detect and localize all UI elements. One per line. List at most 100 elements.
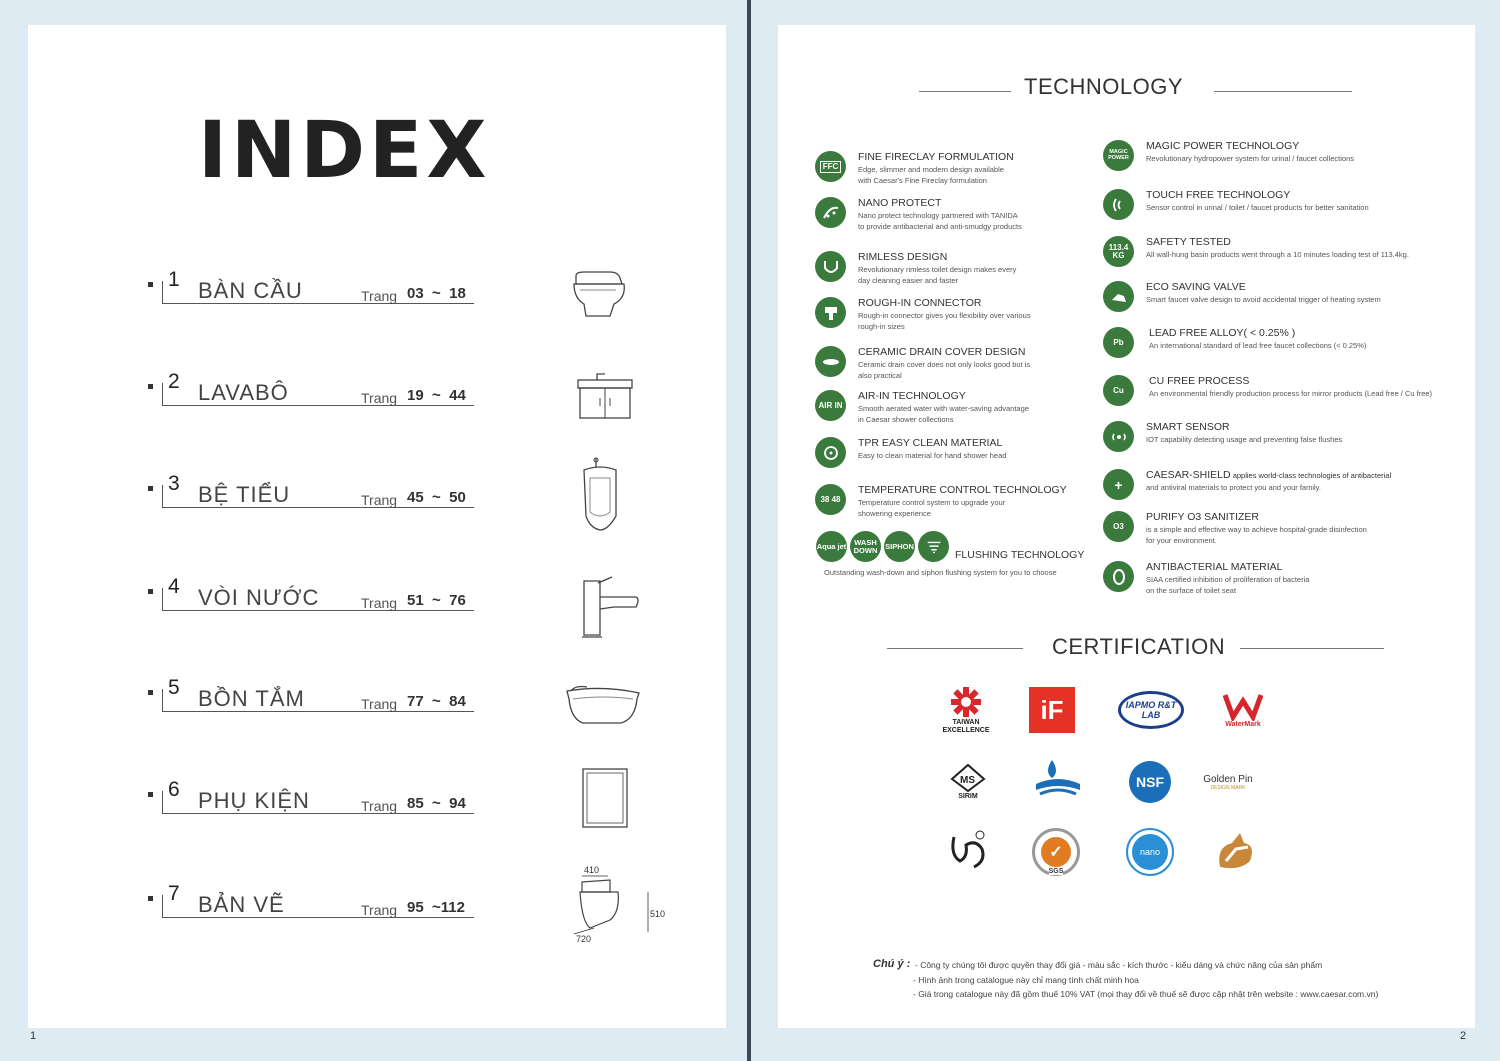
nano-protect-icon	[815, 197, 846, 228]
entry-page-range: 85 ~ 94	[407, 795, 466, 812]
thermostat-icon: 38 48	[815, 484, 846, 515]
o3-icon: O3	[1103, 511, 1134, 542]
sirim-logo: MS SIRIM	[938, 752, 998, 812]
watermark-logo: WaterMark	[1213, 680, 1273, 740]
toilet-drawing-icon: 410 510 720	[573, 865, 665, 944]
index-entry-1[interactable]: 1 BÀN CẦU Trang 03 ~ 18	[148, 268, 478, 318]
entry-number: 4	[168, 575, 180, 598]
entry-page-range: 77 ~ 84	[407, 693, 466, 710]
entry-underline	[162, 610, 474, 611]
index-entry-3[interactable]: 3 BỆ TIỂU Trang 45 ~ 50	[148, 472, 478, 522]
entry-label: BỒN TẮM	[198, 686, 305, 711]
faucet-icon	[582, 576, 639, 638]
entry-trang: Trang	[361, 902, 398, 918]
mirror-icon	[582, 768, 628, 828]
note-line-1: - Công ty chúng tôi được quyền thay đổi …	[915, 960, 1323, 970]
dim-height: 510	[650, 909, 665, 919]
dim-depth: 720	[576, 934, 591, 944]
weight-113kg-icon: 113.4 KG	[1103, 236, 1134, 267]
note-label: Chú ý :	[873, 958, 911, 970]
iapmo-logo: IAPMO R&T LAB	[1116, 680, 1186, 740]
magic-power-icon: MAGIC POWER	[1103, 140, 1134, 171]
entry-page-range: 45 ~ 50	[407, 489, 466, 506]
svg-text:MS: MS	[960, 775, 975, 786]
entry-label: BẢN VẼ	[198, 892, 285, 917]
entry-number: 6	[168, 778, 180, 801]
entry-trang: Trang	[361, 390, 398, 406]
entry-label: LAVABÔ	[198, 380, 289, 405]
bullet	[148, 282, 153, 287]
rimless-icon	[815, 251, 846, 282]
sgs-logo: ✓ SGS	[1026, 822, 1086, 882]
toilet-seat-icon	[1103, 561, 1134, 592]
technology-title: TECHNOLOGY	[1024, 74, 1184, 99]
index-entry-2[interactable]: 2 LAVABÔ Trang 19 ~ 44	[148, 370, 478, 420]
entry-trang: Trang	[361, 798, 398, 814]
index-entry-6[interactable]: 6 PHỤ KIỆN Trang 85 ~ 94	[148, 778, 478, 828]
shield-icon: +	[1103, 469, 1134, 500]
nano-mark-logo: nano	[1120, 822, 1180, 882]
entry-number: 2	[168, 370, 180, 393]
note-line-2: - Hình ảnh trong catalogue này chỉ mang …	[913, 975, 1139, 985]
entry-underline	[162, 813, 474, 814]
vanity-basin-icon	[577, 373, 633, 419]
eco-valve-icon	[1103, 281, 1134, 312]
entry-trang: Trang	[361, 595, 398, 611]
green-mark-logo	[1205, 822, 1265, 882]
certification-title: CERTIFICATION	[1052, 634, 1226, 659]
spread-spine	[747, 0, 751, 1061]
entry-underline	[162, 917, 474, 918]
entry-underline	[162, 303, 474, 304]
entry-trang: Trang	[361, 696, 398, 712]
taiwan-excellence-logo: TAIWAN EXCELLENCE	[936, 680, 996, 740]
flushing-desc: Outstanding wash-down and siphon flushin…	[824, 568, 1057, 577]
entry-number: 7	[168, 882, 180, 905]
entry-page-range: 19 ~ 44	[407, 387, 466, 404]
entry-number: 1	[168, 268, 180, 291]
drain-cover-icon	[815, 346, 846, 377]
entry-underline	[162, 711, 474, 712]
air-in-icon: AIR IN	[815, 390, 846, 421]
entry-trang: Trang	[361, 492, 398, 508]
siphon-icon: SIPHON	[884, 531, 915, 562]
flushing-title: FLUSHING TECHNOLOGY	[955, 549, 1085, 561]
smart-sensor-icon	[1103, 421, 1134, 452]
entry-page-range: 51 ~ 76	[407, 592, 466, 609]
entry-number: 3	[168, 472, 180, 495]
index-entry-7[interactable]: 7 BẢN VẼ Trang 95 ~112	[148, 882, 478, 932]
entry-label: VÒI NƯỚC	[198, 585, 320, 610]
entry-underline	[162, 507, 474, 508]
touch-free-icon	[1103, 189, 1134, 220]
rough-in-connector-icon	[815, 297, 846, 328]
entry-trang: Trang	[361, 288, 398, 304]
urinal-icon	[583, 457, 617, 531]
vortex-icon	[918, 531, 949, 562]
shower-head-icon	[815, 437, 846, 468]
aqua-jet-icon: Aqua jet	[816, 531, 847, 562]
entry-underline	[162, 405, 474, 406]
cu-free-icon: Cu	[1103, 375, 1134, 406]
entry-label: BỆ TIỂU	[198, 482, 291, 507]
index-page	[28, 25, 726, 1028]
water-saving-logo	[1028, 750, 1088, 810]
bathtub-icon	[566, 685, 640, 724]
cns-logo	[938, 822, 998, 882]
dim-width: 410	[584, 865, 599, 875]
entry-number: 5	[168, 676, 180, 699]
entry-page-range: 03 ~ 18	[407, 285, 466, 302]
index-entry-5[interactable]: 5 BỒN TẮM Trang 77 ~ 84	[148, 676, 478, 726]
lead-free-icon: Pb	[1103, 327, 1134, 358]
page-number-right: 2	[1460, 1030, 1467, 1042]
if-design-logo: iF	[1022, 680, 1082, 740]
note-line-3: - Giá trong catalogue này đã gồm thuế 10…	[913, 989, 1379, 999]
entry-label: BÀN CẦU	[198, 278, 303, 303]
page-number-left: 1	[30, 1030, 37, 1042]
index-title: INDEX	[198, 106, 491, 196]
entry-label: PHỤ KIỆN	[198, 788, 310, 813]
entry-page-range: 95 ~112	[407, 899, 465, 916]
index-entry-4[interactable]: 4 VÒI NƯỚC Trang 51 ~ 76	[148, 575, 478, 625]
wash-down-icon: WASH DOWN	[850, 531, 881, 562]
ffc-icon: FFC	[815, 151, 846, 182]
nsf-logo: NSF	[1120, 752, 1180, 812]
golden-pin-logo: Golden Pin DESIGN MARK	[1203, 773, 1253, 791]
